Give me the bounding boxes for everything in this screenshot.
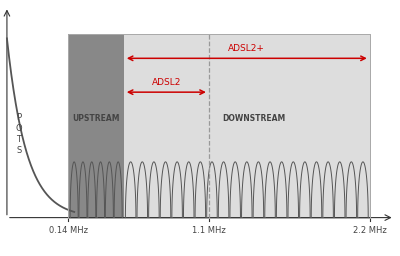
Text: P
O
T
S: P O T S <box>15 113 22 155</box>
Bar <box>68 34 370 218</box>
Text: ADSL2+: ADSL2+ <box>228 44 265 53</box>
Text: UPSTREAM: UPSTREAM <box>72 114 120 123</box>
Text: 1.1 MHz: 1.1 MHz <box>192 226 226 234</box>
Bar <box>68 34 370 218</box>
Bar <box>68 34 124 218</box>
Text: 0.14 MHz: 0.14 MHz <box>49 226 88 234</box>
Text: 2.2 MHz: 2.2 MHz <box>353 226 386 234</box>
Text: ADSL2: ADSL2 <box>152 78 181 87</box>
Text: DOWNSTREAM: DOWNSTREAM <box>222 114 286 123</box>
